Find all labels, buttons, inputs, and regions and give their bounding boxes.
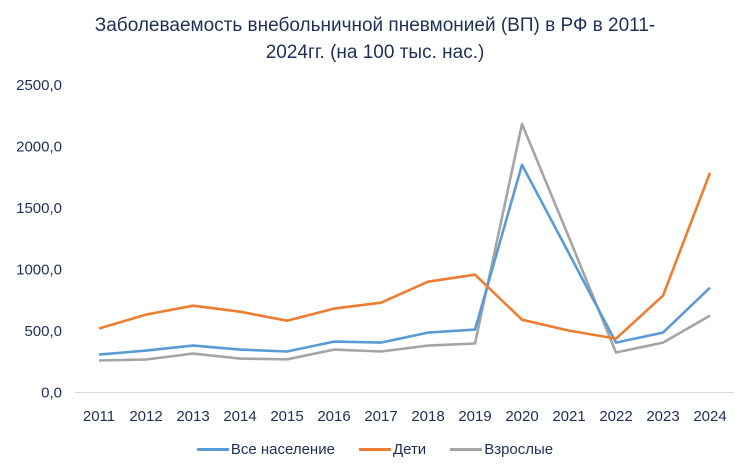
x-tick-label: 2018 xyxy=(411,408,444,425)
y-tick-label: 2000,0 xyxy=(16,139,62,156)
legend-label: Все население xyxy=(230,441,335,458)
series-line-all-population xyxy=(98,163,711,356)
x-tick-label: 2022 xyxy=(599,408,632,425)
chart-title: Заболеваемость внебольничной пневмонией … xyxy=(0,12,750,66)
x-tick-label: 2016 xyxy=(317,408,350,425)
legend-swatch-blue xyxy=(196,448,229,451)
x-tick-label: 2015 xyxy=(270,408,303,425)
y-tick-label: 1500,0 xyxy=(16,200,62,217)
x-tick-label: 2020 xyxy=(505,408,538,425)
y-axis: 0,0 500,0 1000,0 1500,0 2000,0 2500,0 xyxy=(16,77,62,402)
x-axis: 2011 2012 2013 2014 2015 2016 2017 2018 2019 2020… xyxy=(83,408,727,425)
x-tick-label: 2021 xyxy=(552,408,585,425)
x-tick-label: 2017 xyxy=(364,408,397,425)
legend-item-children: Дети xyxy=(358,441,427,458)
y-tick-label: 500,0 xyxy=(24,323,62,340)
legend-swatch-gray xyxy=(450,448,483,451)
series-line-children xyxy=(98,172,712,340)
legend-item-all-population: Все население xyxy=(196,441,335,458)
y-tick-label: 2500,0 xyxy=(16,77,62,94)
series-lines xyxy=(98,122,712,362)
legend-label: Взрослые xyxy=(484,441,554,458)
legend-item-adults: Взрослые xyxy=(450,441,553,458)
legend-swatch-orange xyxy=(358,448,391,451)
x-tick-label: 2012 xyxy=(129,408,162,425)
y-tick-label: 0,0 xyxy=(41,385,62,402)
series-line-adults xyxy=(98,122,711,362)
x-tick-label: 2014 xyxy=(223,408,256,425)
x-tick-label: 2023 xyxy=(646,408,679,425)
x-tick-label: 2024 xyxy=(693,408,726,425)
chart-title-line2: 2024гг. (на 100 тыс. нас.) xyxy=(265,42,485,63)
y-tick-label: 1000,0 xyxy=(16,262,62,279)
legend: Все население Дети Взрослые xyxy=(0,441,750,458)
x-tick-label: 2011 xyxy=(83,408,115,425)
legend-label: Дети xyxy=(392,441,427,458)
x-tick-label: 2019 xyxy=(458,408,491,425)
chart-title-line1: Заболеваемость внебольничной пневмонией … xyxy=(94,15,656,36)
x-tick-label: 2013 xyxy=(176,408,209,425)
